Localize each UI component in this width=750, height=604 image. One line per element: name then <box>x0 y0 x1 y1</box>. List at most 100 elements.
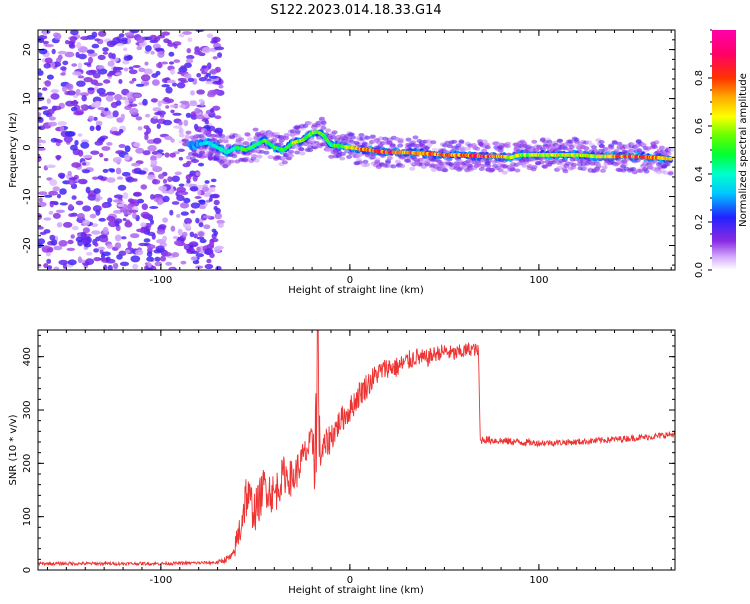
noise-speckle <box>87 87 95 91</box>
ridge-halo <box>458 139 465 144</box>
noise-speckle <box>77 256 82 264</box>
noise-speckle <box>165 261 173 266</box>
noise-speckle <box>67 90 76 96</box>
noise-speckle <box>42 40 50 45</box>
noise-speckle <box>129 30 140 34</box>
ridge-halo <box>258 149 265 154</box>
ridge-core <box>669 157 673 161</box>
ridge-halo <box>568 145 575 149</box>
noise-speckle <box>77 149 84 157</box>
noise-speckle <box>106 215 116 222</box>
ridge-halo <box>325 128 332 133</box>
ridge-halo <box>219 136 226 141</box>
noise-speckle <box>206 258 212 264</box>
ridge-halo <box>242 158 249 163</box>
noise-speckle <box>93 116 98 121</box>
ridge-halo <box>409 161 416 166</box>
noise-speckle <box>42 30 48 37</box>
noise-speckle <box>205 72 211 77</box>
noise-speckle <box>104 107 109 112</box>
noise-speckle <box>38 238 46 245</box>
noise-speckle <box>169 152 176 158</box>
snr-panel: -100 0 100 0 100 200 300 400 Height of straight… <box>8 329 676 596</box>
noise-speckle <box>52 212 61 219</box>
noise-speckle <box>102 47 109 52</box>
noise-speckle <box>38 112 42 117</box>
ridge-halo <box>586 140 593 145</box>
noise-speckle <box>154 111 163 116</box>
noise-speckle <box>80 141 90 149</box>
ridge-halo <box>306 121 313 125</box>
noise-speckle <box>198 77 207 82</box>
noise-speckle <box>75 200 84 206</box>
ridge-halo <box>222 139 229 144</box>
noise-speckle <box>72 99 78 107</box>
noise-speckle <box>102 226 109 234</box>
noise-speckle <box>114 94 123 101</box>
noise-speckle <box>171 82 178 87</box>
noise-speckle <box>105 95 114 102</box>
noise-speckle <box>179 100 190 105</box>
noise-speckle <box>118 144 126 148</box>
noise-speckle <box>118 129 124 134</box>
ridge-halo <box>478 167 485 171</box>
noise-speckle <box>120 113 126 121</box>
noise-speckle <box>113 194 124 199</box>
ridge-halo <box>339 156 346 161</box>
ridge-halo <box>299 151 306 156</box>
noise-speckle <box>110 126 118 132</box>
spectrogram-x-label: Height of straight line (km) <box>288 285 424 296</box>
ridge-halo <box>282 136 289 141</box>
noise-speckle <box>121 96 127 101</box>
noise-speckle <box>172 235 179 240</box>
noise-speckle <box>174 171 182 176</box>
noise-speckle <box>59 125 65 132</box>
ridge-halo <box>611 140 618 145</box>
ridge-halo <box>588 160 595 165</box>
noise-speckle <box>56 193 62 199</box>
noise-speckle <box>143 214 151 220</box>
noise-speckle <box>106 91 116 96</box>
noise-speckle <box>38 139 44 144</box>
ridge-halo <box>328 154 335 159</box>
noise-speckle <box>97 246 106 251</box>
noise-speckle <box>38 191 48 196</box>
noise-speckle <box>107 264 113 270</box>
ridge-halo <box>397 143 404 148</box>
noise-speckle <box>193 233 198 239</box>
noise-speckle <box>120 37 128 42</box>
noise-speckle <box>41 87 48 91</box>
ridge-halo <box>478 142 485 147</box>
noise-speckle <box>105 258 116 264</box>
noise-speckle <box>132 192 141 197</box>
noise-speckle <box>206 33 214 39</box>
colorbar-tick-label: 0.0 <box>694 262 705 278</box>
noise-speckle <box>43 63 51 69</box>
noise-speckle <box>177 228 183 236</box>
noise-speckle <box>57 121 67 126</box>
ridge-halo <box>567 139 574 144</box>
ridge-halo <box>256 154 263 159</box>
noise-speckle <box>78 53 87 60</box>
noise-speckle <box>202 215 212 219</box>
ridge-halo <box>613 148 620 153</box>
ridge-halo <box>263 150 270 155</box>
ridge-halo <box>298 147 305 152</box>
noise-speckle <box>146 244 156 250</box>
ridge-halo <box>231 154 238 159</box>
ridge-halo <box>348 142 355 147</box>
noise-speckle <box>89 213 97 219</box>
noise-speckle <box>144 61 149 66</box>
colorbar-ticks: 0.0 0.2 0.4 0.6 0.8 <box>694 29 712 278</box>
noise-speckle <box>210 68 218 75</box>
noise-speckle <box>197 189 202 196</box>
noise-speckle <box>184 62 192 68</box>
ridge-halo <box>524 145 531 150</box>
noise-speckle <box>210 40 218 44</box>
noise-speckle <box>198 205 206 210</box>
noise-speckle <box>142 150 151 156</box>
noise-speckle <box>98 137 106 142</box>
noise-speckle <box>210 186 216 193</box>
noise-speckle <box>39 231 47 235</box>
